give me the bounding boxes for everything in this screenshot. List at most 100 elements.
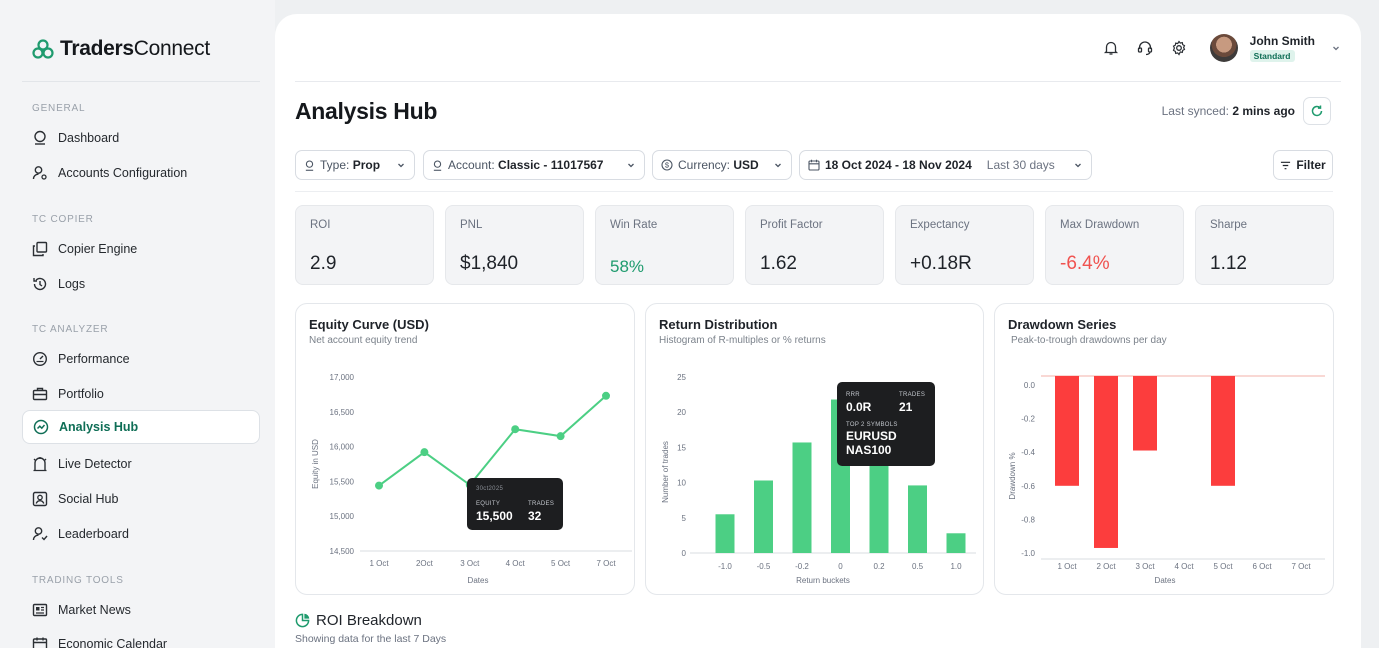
y-tick-label: 15,500 [330, 477, 355, 486]
sidebar-item-label: Logs [58, 277, 86, 291]
currency-select[interactable]: $ Currency: USD [652, 150, 792, 180]
chart-title: Return Distribution [659, 317, 778, 332]
sidebar-item-copier-engine[interactable]: Copier Engine [22, 232, 260, 266]
filter-button[interactable]: Filter [1273, 150, 1333, 180]
x-tick-label: -1.0 [718, 562, 732, 571]
sidebar-item-portfolio[interactable]: Portfolio [22, 377, 260, 411]
data-point [511, 425, 520, 434]
chart-title: Drawdown Series [1008, 317, 1117, 332]
sidebar-item-economic-calendar[interactable]: Economic Calendar [22, 627, 260, 648]
sidebar-item-leaderboard[interactable]: Leaderboard [22, 517, 260, 551]
x-tick-label: 1 Oct [1057, 562, 1077, 571]
period-value: Last 30 days [986, 158, 1055, 172]
gauge-icon [32, 351, 48, 367]
date-range-select[interactable]: 18 Oct 2024 - 18 Nov 2024 Last 30 days [799, 150, 1092, 180]
drawdown-bar [1133, 376, 1157, 451]
tooltip-rr-value: 0.0R [846, 400, 872, 414]
x-tick-label: 0.2 [873, 562, 885, 571]
sidebar-item-performance[interactable]: Performance [22, 342, 260, 376]
sidebar-item-market-news[interactable]: Market News [22, 593, 260, 627]
date-range-value: 18 Oct 2024 - 18 Nov 2024 [825, 158, 972, 172]
avatar[interactable] [1209, 34, 1238, 62]
y-tick-label: -0.2 [1021, 415, 1035, 424]
y-tick-label: 20 [677, 408, 686, 417]
trophy-user-icon [32, 527, 48, 541]
svg-text:$: $ [665, 161, 670, 170]
page-title: Analysis Hub [295, 98, 438, 124]
drawdown-series-chart: 0.0 -0.2 -0.4 -0.6 -0.8 -1.0 1 Oct 2 Oct 3 Oct 4 … [1008, 375, 1325, 585]
sidebar-item-label: Dashboard [58, 131, 120, 145]
account-select[interactable]: Account: Classic - 11017567 [423, 150, 645, 180]
y-tick-label: 14,500 [330, 547, 355, 556]
chevron-down-icon [628, 163, 634, 168]
equity-curve-chart: 14,500 15,000 15,500 16,000 16,500 17,000 1 Oc… [311, 373, 632, 585]
sidebar-item-label: Live Detector [58, 457, 132, 471]
y-tick-label: 16,500 [330, 408, 355, 417]
y-tick-label: -1.0 [1021, 549, 1035, 558]
sidebar-item-live-detector[interactable]: Live Detector [22, 447, 260, 481]
tooltip-symbol-1: EURUSD [846, 429, 897, 443]
sidebar-item-accounts-configuration[interactable]: Accounts Configuration [22, 156, 260, 190]
tooltip-trades-label: TRADES [899, 392, 926, 398]
sidebar-item-label: Analysis Hub [59, 420, 139, 434]
refresh-button[interactable] [1303, 97, 1331, 125]
sidebar-item-label: Market News [58, 603, 131, 617]
sidebar-item-label: Portfolio [58, 387, 104, 401]
sidebar-item-social-hub[interactable]: Social Hub [22, 482, 260, 516]
main-panel: John Smith Standard Analysis Hub Last sy… [275, 14, 1361, 648]
filter-divider [295, 191, 1333, 192]
type-select[interactable]: Type: Prop [295, 150, 415, 180]
x-tick-label: 2 Oct [1096, 562, 1116, 571]
x-tick-label: 6 Oct [1252, 562, 1272, 571]
tooltip-symbols-label: TOP 2 SYMBOLS [846, 422, 898, 428]
brand-logo[interactable]: TradersConnect [32, 37, 210, 61]
return-distribution-card: Return Distribution Histogram of R-multi… [645, 303, 984, 595]
x-tick-label: 3 Oct [1135, 562, 1155, 571]
y-tick-label: 17,000 [330, 373, 355, 382]
sidebar-item-label: Economic Calendar [58, 637, 168, 648]
chevron-down-icon[interactable] [1331, 43, 1341, 53]
chart-subtitle: Peak-to-trough drawdowns per day [1011, 335, 1167, 346]
support-button[interactable] [1136, 39, 1154, 57]
kpi-label: Expectancy [910, 219, 970, 231]
sidebar-item-logs[interactable]: Logs [22, 267, 260, 301]
type-label: Type: Prop [320, 158, 381, 172]
tooltip-date: 30ct2025 [476, 486, 504, 492]
header-actions: John Smith Standard [1102, 34, 1341, 62]
notification-button[interactable] [1102, 39, 1120, 57]
settings-button[interactable] [1170, 39, 1188, 57]
trend-icon [33, 419, 49, 435]
sidebar-item-analysis-hub[interactable]: Analysis Hub [22, 410, 260, 444]
pie-chart-icon [295, 613, 310, 628]
section-label-tc-copier: TC COPIER [32, 214, 94, 225]
kpi-card-roi: ROI 2.9 [295, 205, 434, 285]
sidebar-item-dashboard[interactable]: Dashboard [22, 121, 260, 155]
chart-subtitle: Net account equity trend [309, 335, 418, 346]
brand-name: TradersConnect [60, 37, 210, 60]
drawdown-series-card: Drawdown Series Peak-to-trough drawdowns… [994, 303, 1334, 595]
x-axis-label: Dates [468, 576, 489, 585]
x-tick-label: 4 Oct [1174, 562, 1194, 571]
headset-icon [1137, 41, 1152, 56]
logo-icon [32, 39, 54, 59]
y-tick-label: 0 [682, 549, 687, 558]
user-menu[interactable]: John Smith Standard [1249, 34, 1315, 62]
y-tick-label: -0.8 [1021, 515, 1035, 524]
x-tick-label: -0.2 [795, 562, 809, 571]
x-tick-label: 1 Oct [369, 559, 389, 568]
kpi-card-pnl: PNL $1,840 [445, 205, 584, 285]
gear-icon [1172, 40, 1185, 56]
x-tick-label: 7 Oct [596, 559, 616, 568]
sidebar-item-label: Copier Engine [58, 242, 138, 256]
filter-label: Filter [1296, 158, 1326, 172]
roi-breakdown-label: ROI Breakdown [316, 612, 422, 629]
history-icon [33, 277, 47, 291]
x-tick-label: 7 Oct [1291, 562, 1311, 571]
sidebar: TradersConnect GENERAL Dashboard Account… [0, 0, 275, 648]
chevron-down-icon [1075, 163, 1081, 168]
y-tick-label: 0.0 [1024, 381, 1036, 390]
data-point [602, 391, 610, 400]
tooltip-rr-label: RRR [846, 392, 860, 398]
series-line [378, 395, 607, 487]
x-tick-label: 5 Oct [551, 559, 571, 568]
